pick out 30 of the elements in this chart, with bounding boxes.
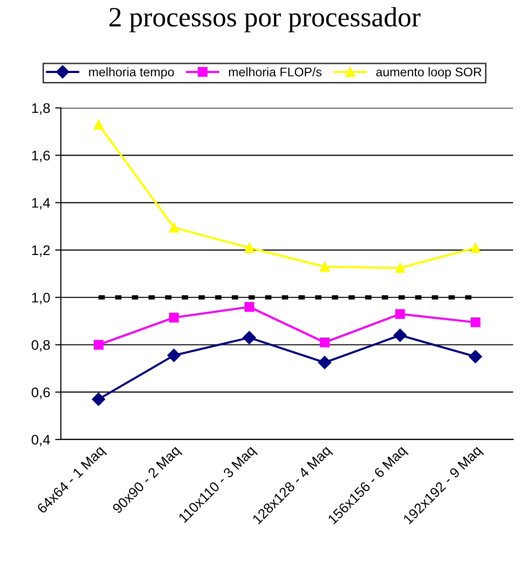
point [92, 392, 106, 406]
point [320, 262, 330, 272]
point [468, 350, 482, 364]
legend-label: melhoria tempo [89, 67, 174, 79]
legend-label: melhoria FLOP/s [228, 67, 322, 76]
point [393, 328, 407, 342]
y-tick-label: 1,6 [32, 150, 50, 162]
y-tick-label: 1,8 [32, 103, 50, 115]
y-tick-label: 1,0 [32, 292, 50, 304]
chart-title: 2 processos por processador [110, 7, 420, 32]
point [395, 309, 405, 319]
point [167, 348, 180, 362]
point [94, 340, 104, 350]
point [242, 331, 256, 344]
point [320, 338, 330, 348]
point [169, 312, 179, 322]
y-tick-label: 0,8 [32, 340, 50, 352]
point [169, 222, 179, 232]
point [318, 356, 332, 370]
legend-label: aumento loop SOR [376, 67, 482, 79]
point [470, 242, 480, 253]
y-tick-label: 1,2 [32, 245, 50, 257]
point [94, 120, 104, 130]
y-tick-label: 0,4 [32, 434, 50, 446]
point [244, 302, 254, 312]
y-tick-label: 1,4 [32, 198, 50, 210]
point [395, 262, 405, 273]
point [244, 242, 254, 253]
point [470, 317, 480, 328]
y-tick-label: 0,6 [32, 387, 50, 399]
